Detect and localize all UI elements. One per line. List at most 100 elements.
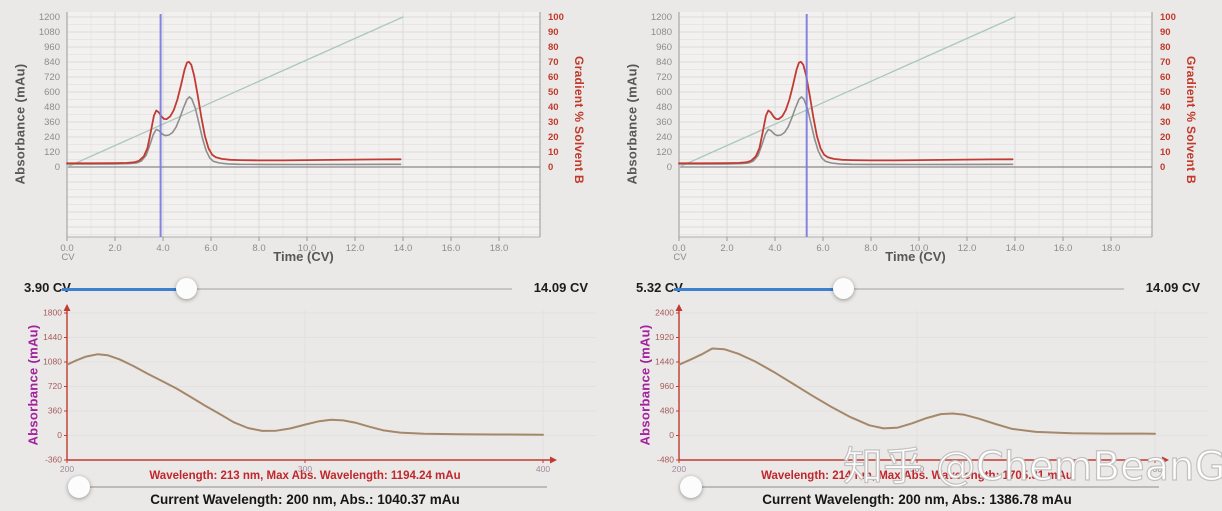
wavelength-slider-track[interactable]: [79, 486, 547, 488]
svg-text:0: 0: [667, 162, 672, 173]
slider-fill: [62, 287, 187, 291]
svg-text:600: 600: [44, 87, 60, 98]
svg-text:100: 100: [1160, 12, 1176, 23]
svg-text:16.0: 16.0: [442, 243, 461, 254]
svg-text:10: 10: [548, 147, 559, 158]
run-position-slider-thumb[interactable]: [833, 278, 854, 299]
svg-text:0: 0: [55, 162, 60, 173]
run-position-slider-track[interactable]: [62, 287, 512, 291]
max-absorbance-text: Wavelength: 213 nm, Max Abs. Wavelength:…: [149, 470, 461, 482]
svg-text:1080: 1080: [651, 27, 672, 38]
svg-text:360: 360: [656, 117, 672, 128]
svg-text:6.0: 6.0: [204, 243, 217, 254]
svg-text:0: 0: [548, 162, 553, 173]
svg-text:20: 20: [548, 132, 559, 143]
svg-text:80: 80: [548, 42, 559, 53]
svg-text:100: 100: [548, 12, 564, 23]
svg-text:1080: 1080: [43, 357, 62, 367]
svg-text:60: 60: [548, 72, 559, 83]
chromatogram-chart[interactable]: 1200108096084072060048036024012001009080…: [0, 0, 610, 270]
svg-text:200: 200: [672, 464, 686, 472]
time-axis-label: Time (CV): [273, 249, 334, 264]
svg-text:960: 960: [44, 42, 60, 53]
svg-text:CV: CV: [61, 252, 75, 263]
svg-text:50: 50: [1160, 87, 1171, 98]
svg-text:30: 30: [548, 117, 559, 128]
spectrum-absorbance-axis-label: Absorbance (mAu): [637, 324, 653, 446]
svg-text:-360: -360: [45, 455, 62, 465]
panel-right: 1200 1080 960 840 720 600 480 360 240 120 0 100 90 80…: [612, 0, 1222, 511]
svg-text:1200: 1200: [651, 12, 672, 23]
svg-text:18.0: 18.0: [490, 243, 509, 254]
svg-text:0.0: 0.0: [60, 243, 73, 254]
wavelength-slider-thumb[interactable]: [68, 476, 90, 498]
svg-text:1440: 1440: [655, 357, 674, 367]
svg-text:0.0: 0.0: [672, 243, 685, 254]
svg-text:4.0: 4.0: [156, 243, 169, 254]
svg-text:50: 50: [548, 87, 559, 98]
svg-text:300: 300: [910, 464, 924, 472]
svg-text:840: 840: [44, 57, 60, 68]
svg-text:120: 120: [656, 147, 672, 158]
svg-text:14.0: 14.0: [1006, 243, 1025, 254]
svg-text:10: 10: [1160, 147, 1171, 158]
svg-text:960: 960: [656, 42, 672, 53]
svg-text:1200: 1200: [39, 12, 60, 23]
svg-text:0: 0: [57, 430, 62, 440]
zhihu-watermark: 知乎 @ChemBeanGo: [842, 443, 1222, 490]
svg-text:2.0: 2.0: [720, 243, 733, 254]
svg-text:360: 360: [48, 406, 62, 416]
svg-text:200: 200: [60, 464, 74, 472]
svg-text:600: 600: [656, 87, 672, 98]
time-axis-label: Time (CV): [885, 249, 946, 264]
svg-text:-480: -480: [657, 455, 674, 465]
svg-text:70: 70: [1160, 57, 1171, 68]
slider-fill: [674, 287, 844, 291]
svg-text:300: 300: [298, 464, 312, 472]
svg-text:30: 30: [1160, 117, 1171, 128]
wavelength-slider-track[interactable]: [691, 486, 1159, 488]
svg-text:1920: 1920: [655, 332, 674, 342]
chromatogram-chart[interactable]: 1200108096084072060048036024012001009080…: [612, 0, 1222, 270]
svg-text:40: 40: [1160, 102, 1171, 113]
svg-text:720: 720: [48, 381, 62, 391]
svg-text:400: 400: [536, 464, 550, 472]
svg-text:480: 480: [660, 406, 674, 416]
svg-text:4.0: 4.0: [768, 243, 781, 254]
max-absorbance-text: Wavelength: 214 nm, Max Abs. Wavelength:…: [761, 470, 1073, 482]
svg-text:12.0: 12.0: [346, 243, 365, 254]
current-wavelength-text: Current Wavelength: 200 nm, Abs.: 1386.7…: [762, 492, 1072, 507]
svg-text:360: 360: [44, 117, 60, 128]
wavelength-slider-thumb[interactable]: [680, 476, 702, 498]
svg-text:240: 240: [44, 132, 60, 143]
cursor-position-value: 5.32 CV: [636, 280, 683, 295]
svg-text:0: 0: [669, 430, 674, 440]
svg-text:0: 0: [1160, 162, 1165, 173]
svg-text:8.0: 8.0: [252, 243, 265, 254]
run-position-slider-thumb[interactable]: [176, 278, 197, 299]
svg-text:12.0: 12.0: [958, 243, 977, 254]
svg-text:480: 480: [656, 102, 672, 113]
svg-text:240: 240: [656, 132, 672, 143]
svg-text:90: 90: [548, 27, 559, 38]
spectrum-absorbance-axis-label: Absorbance (mAu): [25, 324, 41, 446]
absorbance-axis-label: Absorbance (mAu): [624, 63, 640, 185]
cursor-position-value: 3.90 CV: [24, 280, 71, 295]
svg-text:960: 960: [660, 381, 674, 391]
svg-text:1440: 1440: [43, 332, 62, 342]
svg-text:16.0: 16.0: [1054, 243, 1073, 254]
svg-text:10.0: 10.0: [298, 243, 317, 254]
svg-text:14.0: 14.0: [394, 243, 413, 254]
svg-text:40: 40: [548, 102, 559, 113]
svg-text:1080: 1080: [39, 27, 60, 38]
svg-text:10.0: 10.0: [910, 243, 929, 254]
svg-text:CV: CV: [673, 252, 687, 263]
svg-text:840: 840: [656, 57, 672, 68]
svg-text:720: 720: [44, 72, 60, 83]
svg-text:70: 70: [548, 57, 559, 68]
svg-text:6.0: 6.0: [816, 243, 829, 254]
run-position-slider-track[interactable]: [674, 287, 1124, 291]
